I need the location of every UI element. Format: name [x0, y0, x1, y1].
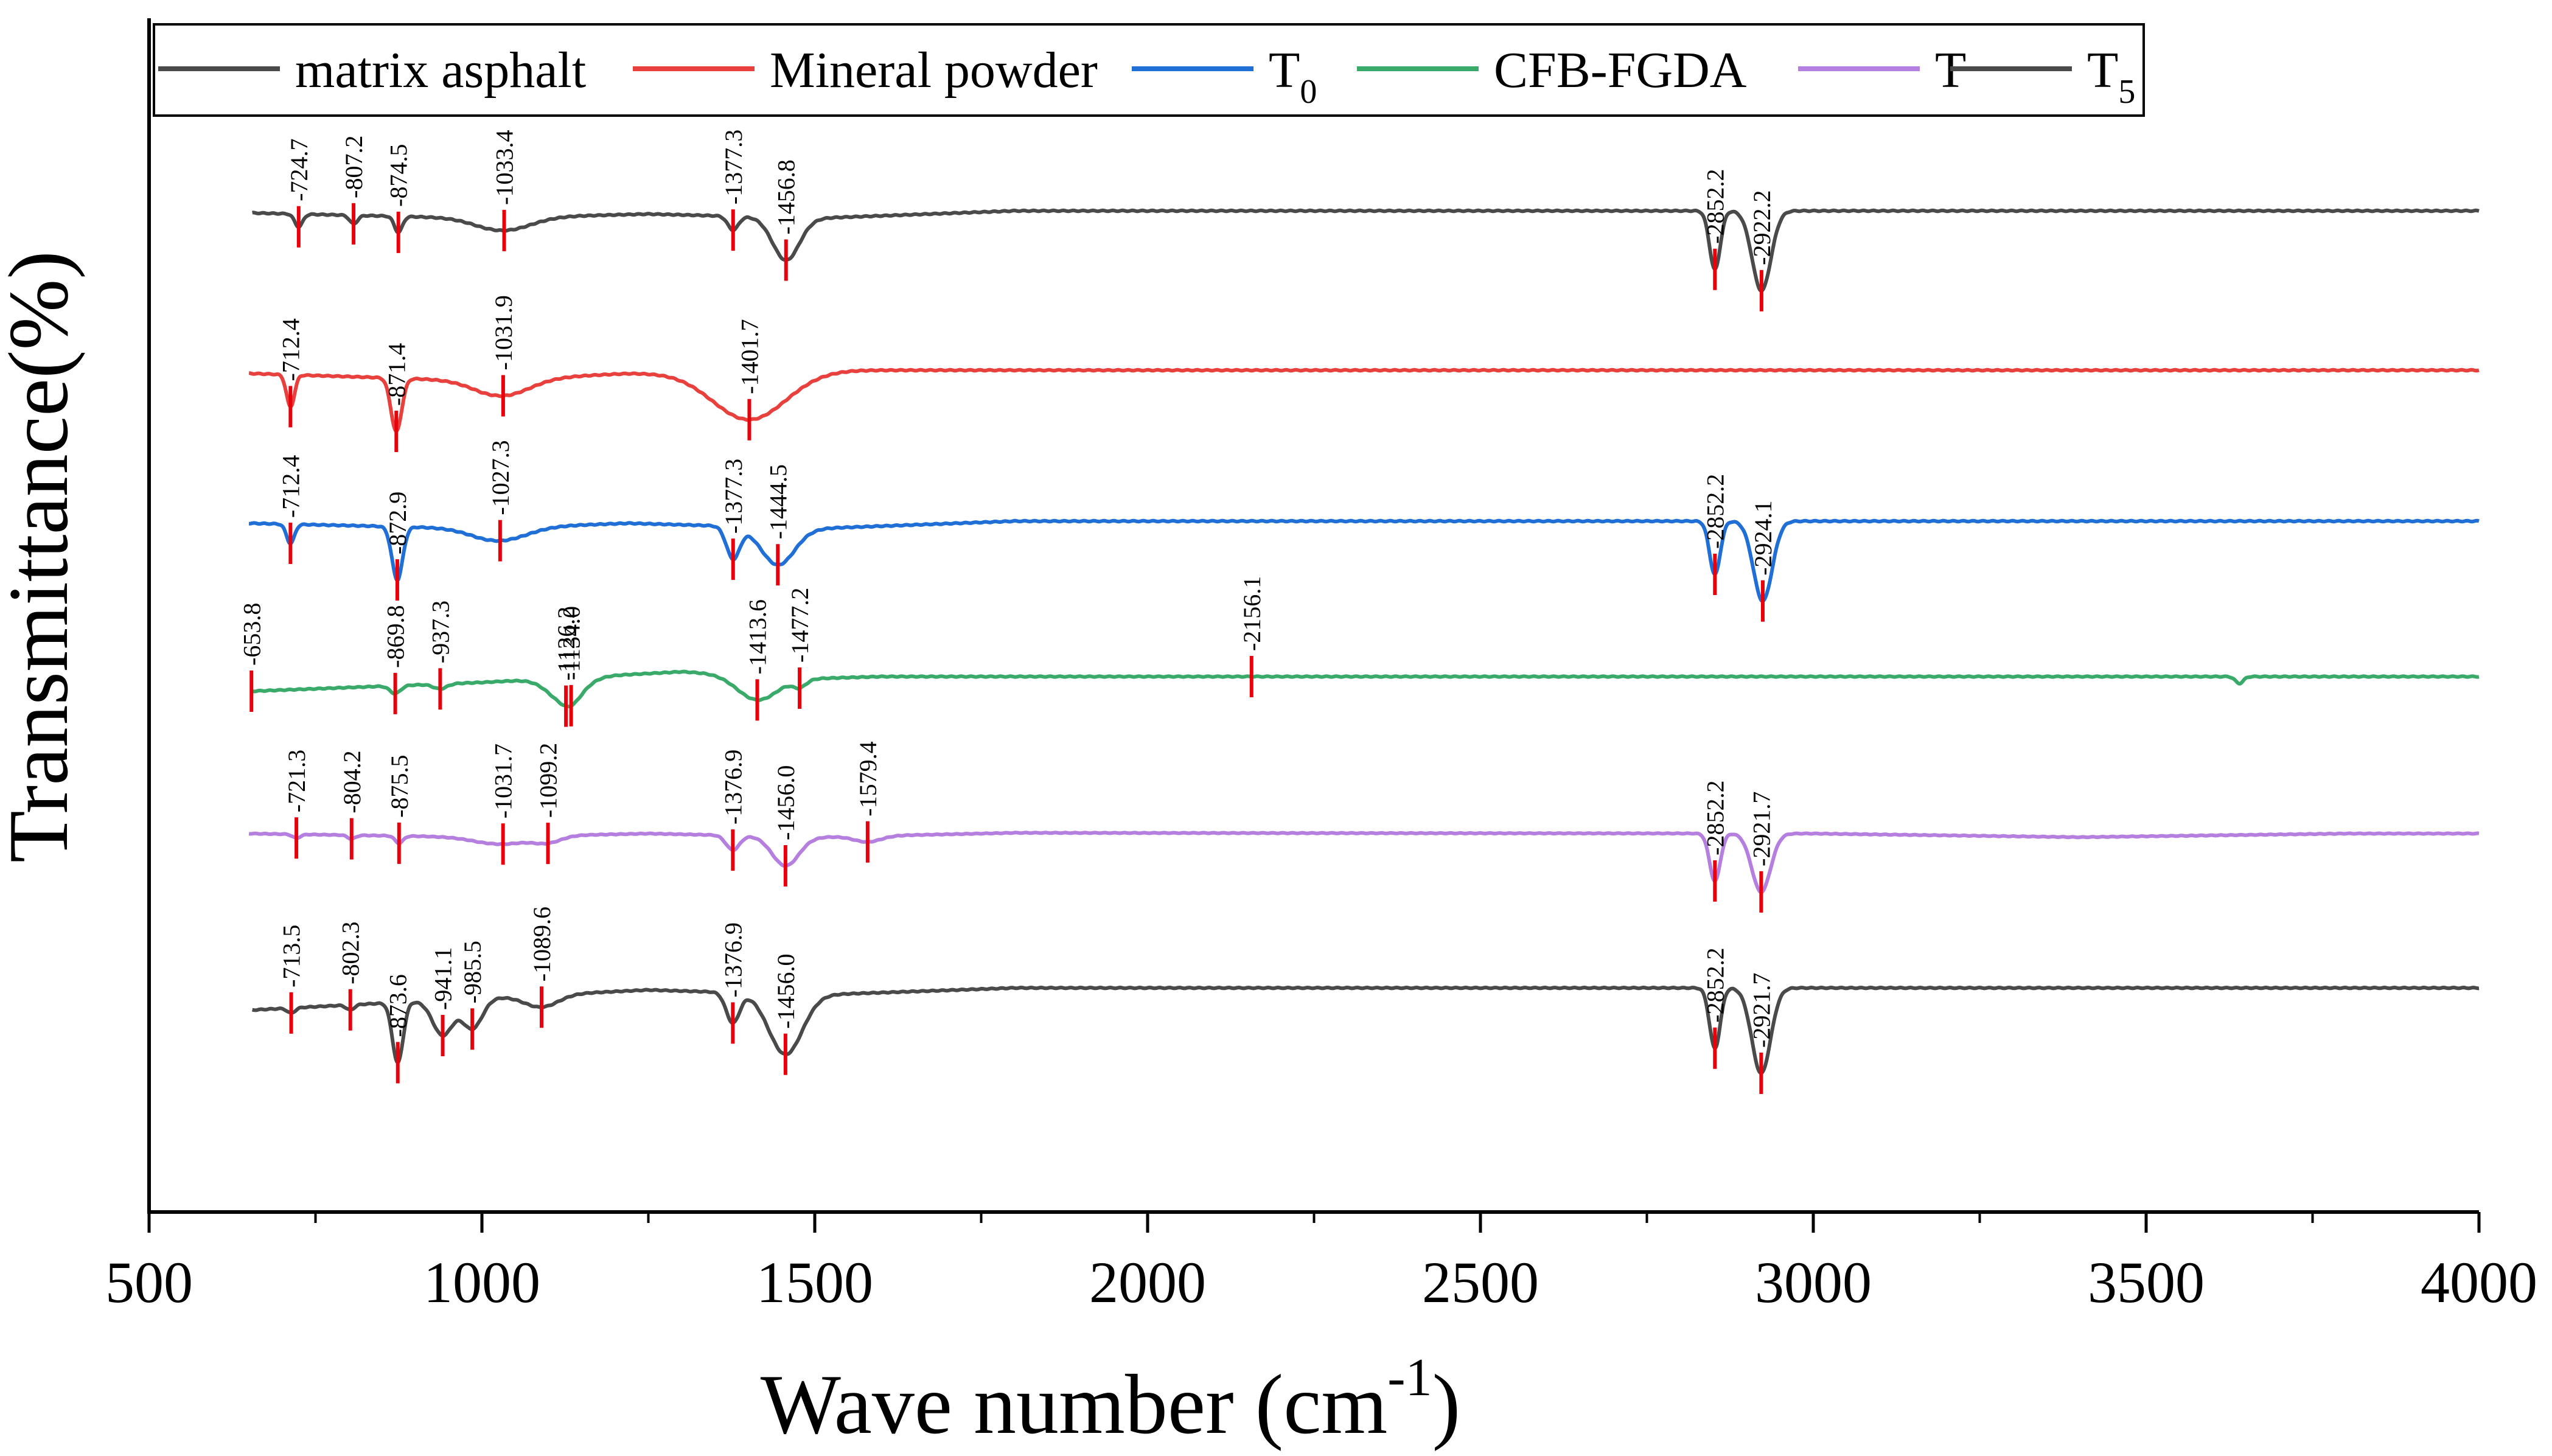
peak-label: -2922.2: [1748, 190, 1776, 265]
peak-label: -2921.7: [1748, 973, 1775, 1048]
peak-label: -721.3: [283, 750, 310, 812]
legend-label: T0: [1269, 42, 1317, 111]
peak-label: -1579.4: [854, 741, 882, 816]
peak-label: -1126.2: [553, 607, 580, 681]
peak-label: -1089.6: [528, 907, 556, 981]
peak-label: -1134.0: [558, 606, 585, 680]
peak-label: -713.5: [278, 925, 305, 988]
peak-label: -712.4: [277, 455, 304, 518]
series-line: [248, 831, 2480, 894]
peak-label: -1031.7: [490, 744, 517, 818]
series-line: [248, 367, 2480, 433]
legend-label: Mineral powder: [770, 42, 1098, 99]
peak-label: -873.6: [385, 974, 412, 1037]
peak-label: -2924.1: [1749, 500, 1777, 575]
peak-label: -1377.3: [720, 130, 747, 204]
peak-label: -937.3: [427, 601, 454, 663]
peak-label: -1456.8: [773, 159, 800, 234]
peak-label: -1099.2: [535, 743, 562, 818]
peak-label: -1456.0: [772, 953, 800, 1028]
peak-label: -1477.2: [786, 588, 814, 663]
peak-label: -2852.2: [1701, 947, 1729, 1022]
peak-label: -1401.7: [736, 319, 763, 394]
peak-label: -1456.0: [772, 765, 800, 840]
peak-label: -941.1: [430, 947, 457, 1010]
legend-label: T5: [2087, 42, 2135, 111]
x-tick-label: 2000: [1089, 1250, 1206, 1315]
peak-label: -724.7: [285, 138, 313, 201]
x-tick-label: 1000: [424, 1250, 540, 1315]
peak-label: -869.8: [382, 605, 410, 668]
series-line: [248, 518, 2480, 603]
peak-label: -2921.7: [1748, 792, 1775, 866]
peak-label: -874.5: [385, 144, 413, 206]
x-tick-label: 4000: [2421, 1250, 2537, 1315]
peak-label: -802.3: [337, 921, 364, 984]
peak-labels-layer: -724.7 -807.2 -874.5 -1033.4 -1377.3 -1456.8-…: [238, 130, 1777, 1094]
series-layer: [248, 208, 2480, 1075]
x-tick-label: 3500: [2088, 1250, 2205, 1315]
peak-label: -1033.4: [491, 130, 518, 204]
peak-label: -2852.2: [1701, 474, 1729, 549]
x-ticks: 500 1000 1500 2000 2500 3000 3500 4000: [105, 1212, 2537, 1315]
series-line: [251, 986, 2480, 1075]
peak-label: -653.8: [238, 603, 265, 666]
peak-label: -1444.5: [764, 464, 792, 539]
x-axis-label: Wave number (cm-1): [761, 1348, 1460, 1452]
peak-label: -1377.3: [720, 459, 747, 534]
peak-label: -1027.3: [487, 440, 514, 515]
series-line: [251, 669, 2480, 709]
peak-label: -871.4: [383, 343, 410, 406]
peak-label: -1376.9: [719, 922, 747, 997]
x-axis-label-sup: -1: [1387, 1348, 1432, 1407]
peak-label: -872.9: [384, 492, 411, 554]
x-tick-label: 500: [105, 1250, 193, 1315]
peak-label: -807.2: [340, 136, 368, 198]
x-tick-label: 2500: [1422, 1250, 1539, 1315]
peak-label: -1376.9: [719, 750, 747, 824]
peak-label: -2852.2: [1701, 781, 1729, 855]
peak-label: -1413.6: [744, 599, 771, 674]
legend-label: CFB-FGDA: [1494, 42, 1747, 99]
x-axis-label-end: ): [1432, 1357, 1461, 1452]
peak-label: -712.4: [277, 318, 304, 381]
x-axis-label-main: Wave number (cm: [761, 1357, 1388, 1452]
peak-label: -1031.9: [490, 295, 517, 370]
peak-label: -2156.1: [1238, 576, 1266, 651]
x-tick-label: 3000: [1755, 1250, 1872, 1315]
y-axis-label: Transmittance(%): [0, 251, 86, 863]
peak-label: -804.2: [338, 750, 366, 813]
peak-label: -875.5: [386, 755, 413, 818]
peak-label: -985.5: [459, 941, 486, 1003]
x-tick-label: 1500: [756, 1250, 873, 1315]
peak-label: -2852.2: [1701, 169, 1729, 243]
series-line: [251, 208, 2480, 293]
legend-label: matrix asphalt: [295, 42, 586, 99]
